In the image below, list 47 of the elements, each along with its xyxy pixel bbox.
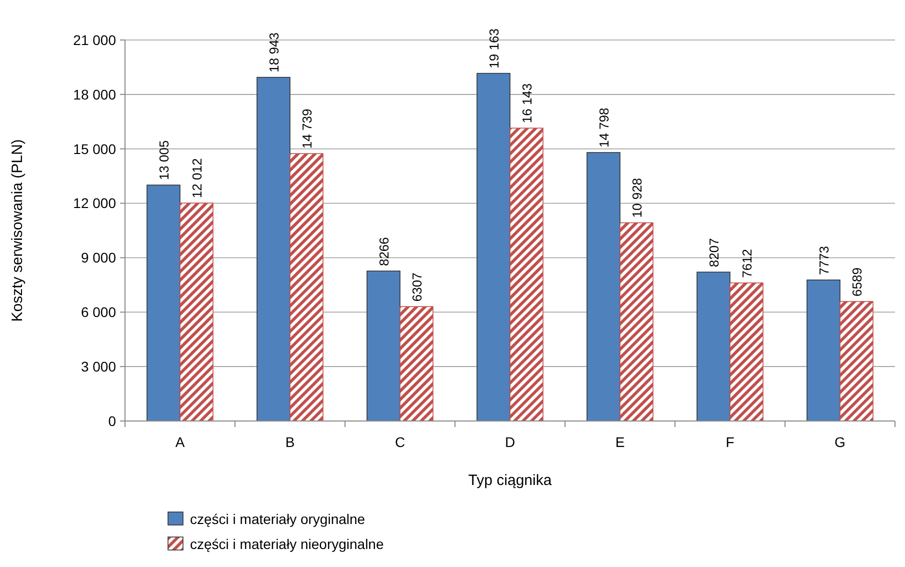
data-label: 16 143 <box>520 83 534 124</box>
data-label: 13 005 <box>156 140 172 180</box>
bar <box>696 272 730 422</box>
x-tick-label: C <box>394 434 406 450</box>
data-label: 7773 <box>816 246 832 275</box>
bar <box>366 270 400 422</box>
bar <box>400 306 434 422</box>
data-label: 8207 <box>706 238 722 268</box>
y-tick-label: 21 000 <box>73 32 116 48</box>
x-tick-label: D <box>504 434 516 450</box>
bar <box>476 72 510 422</box>
bar <box>180 202 214 422</box>
bar <box>510 128 544 422</box>
bar <box>256 76 290 422</box>
data-label: 10 928 <box>630 178 644 218</box>
x-tick-label: E <box>615 434 625 450</box>
y-tick-label: 0 <box>108 412 116 429</box>
y-axis-title: Koszty serwisowania (PLN) <box>9 139 26 322</box>
data-label: 8266 <box>376 237 392 266</box>
data-label: 19 163 <box>486 28 502 68</box>
data-label: 18 943 <box>266 32 282 72</box>
y-tick-label: 12 000 <box>73 195 116 212</box>
y-tick-label: 9 000 <box>80 250 116 266</box>
bar <box>730 282 764 422</box>
x-tick-label: A <box>175 434 186 450</box>
x-tick-label: F <box>726 434 734 450</box>
data-label: 6307 <box>410 272 424 302</box>
y-tick-label: 18 000 <box>73 86 116 102</box>
x-axis-title: Typ ciągnika <box>468 472 552 489</box>
bar <box>290 153 324 422</box>
bar <box>586 152 620 422</box>
y-tick-label: 3 000 <box>80 358 116 374</box>
legend-label: części i materiały oryginalne <box>190 511 366 528</box>
x-tick-label: B <box>285 434 295 450</box>
y-tick-label: 6 000 <box>80 304 116 320</box>
data-label: 6589 <box>850 268 864 296</box>
bar <box>840 301 874 422</box>
legend-label: części i materiały nieoryginalne <box>190 536 384 552</box>
data-label: 14 739 <box>300 108 314 149</box>
bar <box>806 280 840 422</box>
data-label: 12 012 <box>190 158 204 198</box>
x-tick-label: G <box>834 434 846 450</box>
data-label: 14 798 <box>596 108 612 148</box>
y-tick-label: 15 000 <box>73 140 116 157</box>
bar <box>146 184 180 422</box>
bar <box>620 222 654 422</box>
data-label: 7612 <box>740 248 754 278</box>
